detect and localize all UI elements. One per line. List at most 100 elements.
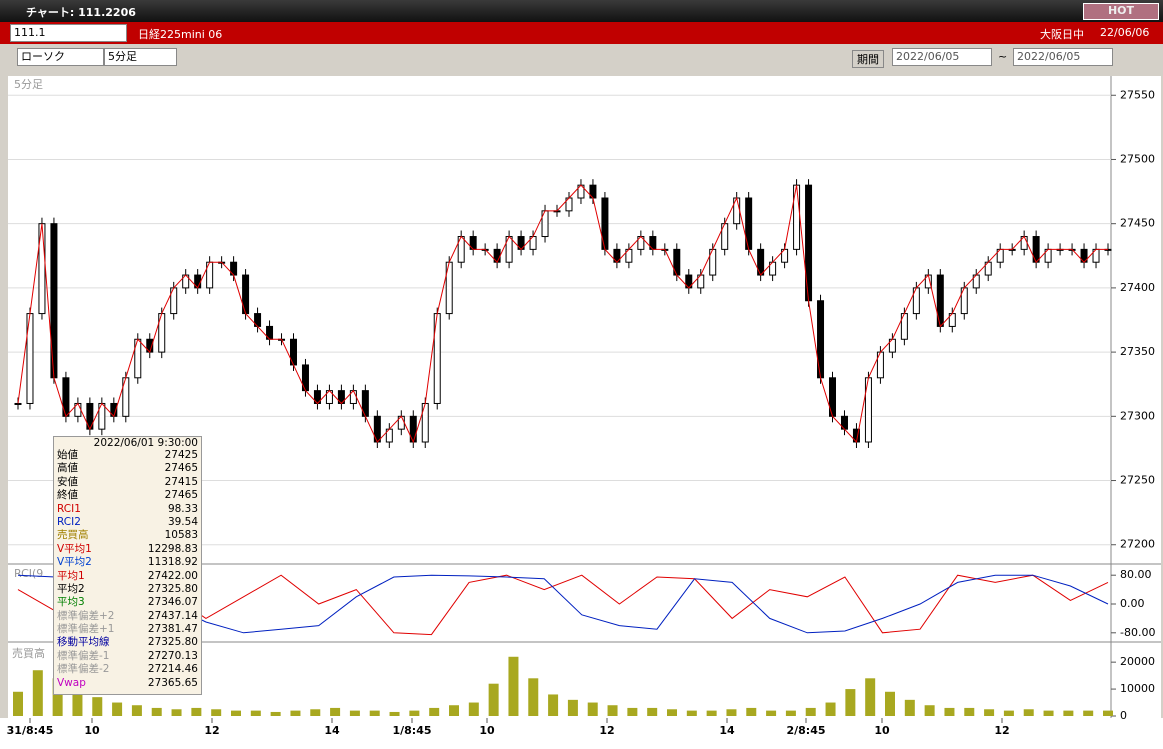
symbol-name: 日経225mini 06 [138, 28, 223, 41]
x-tick-label: 2/8:45 [786, 724, 825, 737]
y-tick-label: 27400 [1120, 281, 1155, 294]
info-label: 売買高 [57, 529, 89, 542]
info-row: RCI1 98.33 [54, 503, 201, 516]
volume-bar [369, 710, 380, 716]
volume-bar [805, 707, 816, 716]
volume-bar [32, 670, 43, 716]
volume-bar [667, 709, 677, 716]
volume-bar [686, 710, 697, 716]
info-row: Vwap 27365.65 [54, 677, 201, 690]
volume-bar [211, 709, 222, 716]
info-label: 高値 [57, 462, 78, 475]
code-select[interactable]: 111.1 [10, 24, 127, 42]
info-value: 27325.80 [147, 582, 198, 595]
window-title: チャート: 111.2206 [26, 6, 136, 19]
x-tick-label: 12 [599, 724, 614, 737]
y-tick-label: 10000 [1120, 682, 1155, 695]
info-value: 27270.13 [147, 649, 198, 662]
interval-select[interactable]: 5分足 [104, 48, 177, 66]
volume-bar [488, 683, 499, 716]
x-tick-label: 12 [994, 724, 1009, 737]
x-tick-label: 10 [874, 724, 890, 737]
volume-bar [1003, 710, 1014, 716]
volume-bar [310, 709, 321, 716]
y-tick-label: 27200 [1120, 538, 1155, 551]
volume-bar [1083, 710, 1094, 716]
info-panel: 2022/06/01 9:30:00 始値 27425 高値 27465 安値 27415… [53, 436, 202, 695]
volume-bar [607, 705, 618, 716]
volume-bar [627, 707, 638, 716]
volume-bar [785, 710, 796, 716]
volume-bar [766, 710, 777, 716]
x-axis-bg [0, 718, 1163, 749]
info-row: V平均1 12298.83 [54, 543, 201, 556]
volume-bar [290, 710, 301, 716]
kind-select[interactable]: ローソク [17, 48, 104, 66]
info-row: 平均3 27346.07 [54, 596, 201, 609]
toolbar: ローソク 5分足 期間 2022/06/05 ~ 2022/06/05 [0, 44, 1163, 71]
info-row: 安値 27415 [54, 476, 201, 489]
volume-bar [885, 691, 895, 716]
x-tick-label: 10 [84, 724, 100, 737]
y-tick-label: 27350 [1120, 345, 1155, 358]
volume-bar [13, 691, 23, 716]
volume-bar [964, 707, 975, 716]
period-button[interactable]: 期間 [852, 50, 884, 68]
y-tick-label: 27450 [1120, 217, 1155, 230]
info-label: V平均1 [57, 542, 92, 555]
info-label: 安値 [57, 475, 78, 488]
volume-bar [726, 709, 737, 716]
panel-label: 売買高 [12, 646, 45, 660]
hot-button[interactable]: HOT [1083, 3, 1159, 20]
info-label: 平均2 [57, 582, 85, 595]
info-value: 98.33 [167, 502, 198, 515]
tilde: ~ [998, 50, 1008, 63]
volume-bar [746, 707, 757, 716]
info-row: 売買高 10583 [54, 529, 201, 542]
y-tick-label: 20000 [1120, 655, 1155, 668]
candle [14, 402, 22, 405]
volume-bar [429, 707, 440, 716]
info-label: RCI1 [57, 502, 81, 515]
info-value: 27465 [164, 489, 198, 502]
x-tick-label: 12 [204, 724, 219, 737]
info-value: 27415 [164, 475, 198, 488]
y-tick-label: 27300 [1120, 409, 1155, 422]
volume-bar [647, 707, 658, 716]
volume-bar [349, 710, 360, 716]
y-tick-label: 27250 [1120, 474, 1155, 487]
axis-bg [1111, 76, 1161, 718]
volume-bar [706, 710, 717, 716]
volume-bar [587, 702, 598, 716]
info-row: 標準偏差+2 27437.14 [54, 610, 201, 623]
volume-bar [845, 689, 856, 716]
volume-bar [409, 710, 420, 716]
info-value: 27422.00 [147, 569, 198, 582]
volume-bar [904, 699, 915, 716]
info-row: 標準偏差-1 27270.13 [54, 650, 201, 663]
volume-bar [1103, 710, 1113, 716]
info-row: 高値 27465 [54, 462, 201, 475]
info-label: 標準偏差+1 [57, 623, 115, 636]
volume-bar [984, 709, 995, 716]
volume-bar [567, 699, 578, 716]
volume-bar [52, 678, 63, 716]
info-value: 27425 [164, 449, 198, 461]
info-row: 平均1 27422.00 [54, 570, 201, 583]
y-tick-label: 0.00 [1120, 597, 1145, 610]
volume-bar [112, 702, 123, 716]
info-value: 11318.92 [147, 556, 198, 569]
y-tick-label: 80.00 [1120, 568, 1152, 581]
volume-bar [231, 710, 241, 716]
info-label: 平均3 [57, 596, 85, 609]
to-date[interactable]: 2022/06/05 [1013, 48, 1113, 66]
x-tick-label: 1/8:45 [392, 724, 431, 737]
info-value: 12298.83 [147, 542, 198, 555]
info-row: 移動平均線 27325.80 [54, 636, 201, 649]
from-date[interactable]: 2022/06/05 [892, 48, 992, 66]
volume-bar [92, 697, 103, 716]
info-label: 標準偏差-1 [57, 649, 110, 662]
info-value: 27214.46 [147, 663, 198, 676]
info-row: 標準偏差+1 27381.47 [54, 623, 201, 636]
info-value: 27325.80 [147, 636, 198, 649]
